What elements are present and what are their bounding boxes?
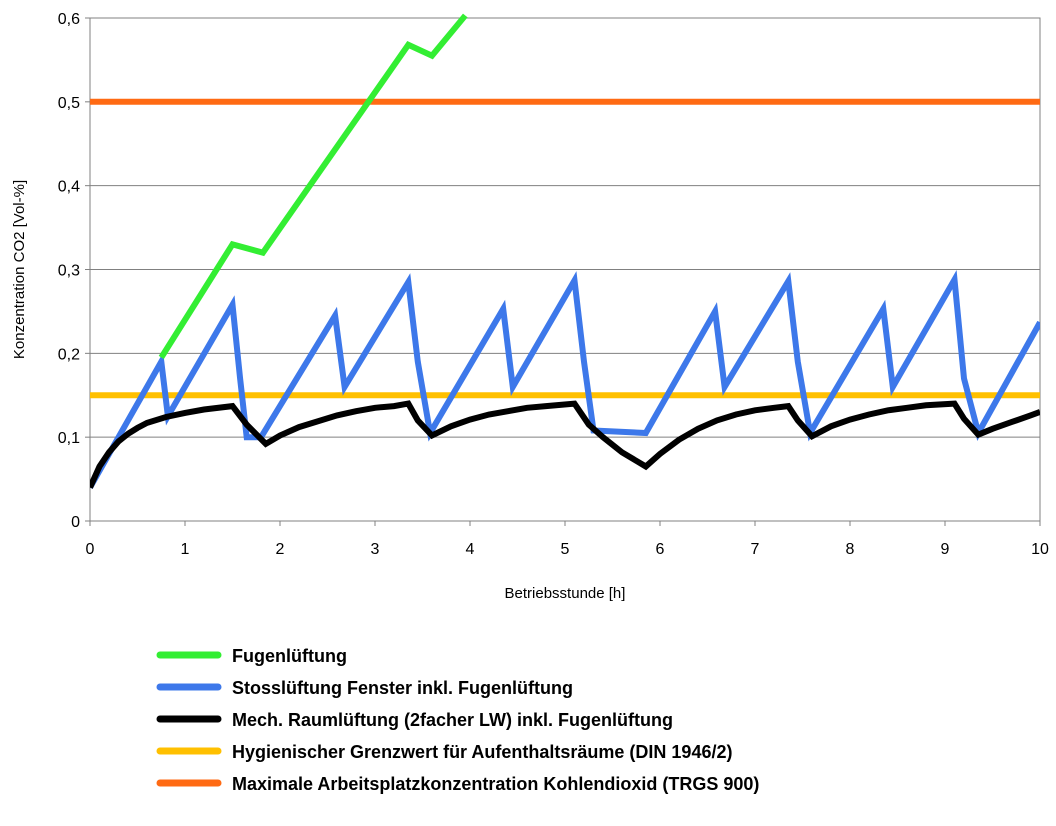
legend-label: Mech. Raumlüftung (2facher LW) inkl. Fug…: [232, 710, 673, 730]
legend-item: Stosslüftung Fenster inkl. Fugenlüftung: [156, 678, 573, 698]
x-tick-label: 9: [941, 541, 950, 558]
x-tick-label: 5: [561, 541, 570, 558]
legend-item: Hygienischer Grenzwert für Aufenthaltsrä…: [156, 742, 732, 762]
legend-item: Maximale Arbeitsplatzkonzentration Kohle…: [156, 774, 759, 794]
x-tick-label: 0: [86, 541, 95, 558]
legend-label: Maximale Arbeitsplatzkonzentration Kohle…: [232, 774, 759, 794]
axes: [85, 17, 1041, 526]
x-axis-label: Betriebsstunde [h]: [505, 585, 626, 602]
plot-frame: [89, 17, 1041, 522]
legend-label: Fugenlüftung: [232, 646, 347, 666]
y-tick-label: 0,6: [58, 11, 80, 28]
y-tick-label: 0: [71, 514, 80, 531]
x-tick-label: 7: [751, 541, 760, 558]
x-tick-label: 6: [656, 541, 665, 558]
x-tick-label: 4: [466, 541, 475, 558]
x-tick-label: 8: [846, 541, 855, 558]
series-line: [90, 400, 1040, 489]
y-tick-label: 0,4: [58, 179, 80, 196]
series-line: [158, 13, 468, 360]
legend-label: Stosslüftung Fenster inkl. Fugenlüftung: [232, 678, 573, 698]
legend: Fugenlüftung Stosslüftung Fenster inkl. F…: [156, 646, 759, 794]
y-tick-label: 0,2: [58, 346, 80, 363]
tick-labels: 0 0,1 0,2 0,3 0,4 0,5 0,6 0 1 2 3 4 5 6 7 8 9 10: [58, 11, 1049, 558]
x-tick-label: 3: [371, 541, 380, 558]
legend-label: Hygienischer Grenzwert für Aufenthaltsrä…: [232, 742, 732, 762]
y-axis-label: Konzentration CO2 [Vol-%]: [11, 180, 28, 359]
y-tick-label: 0,3: [58, 263, 80, 280]
y-tick-label: 0,1: [58, 430, 80, 447]
series-lines: [90, 13, 1040, 489]
y-tick-label: 0,5: [58, 95, 80, 112]
legend-item: Mech. Raumlüftung (2facher LW) inkl. Fug…: [156, 710, 673, 730]
x-tick-label: 2: [276, 541, 285, 558]
legend-item: Fugenlüftung: [156, 646, 347, 666]
x-tick-label: 10: [1031, 541, 1049, 558]
x-tick-label: 1: [181, 541, 190, 558]
